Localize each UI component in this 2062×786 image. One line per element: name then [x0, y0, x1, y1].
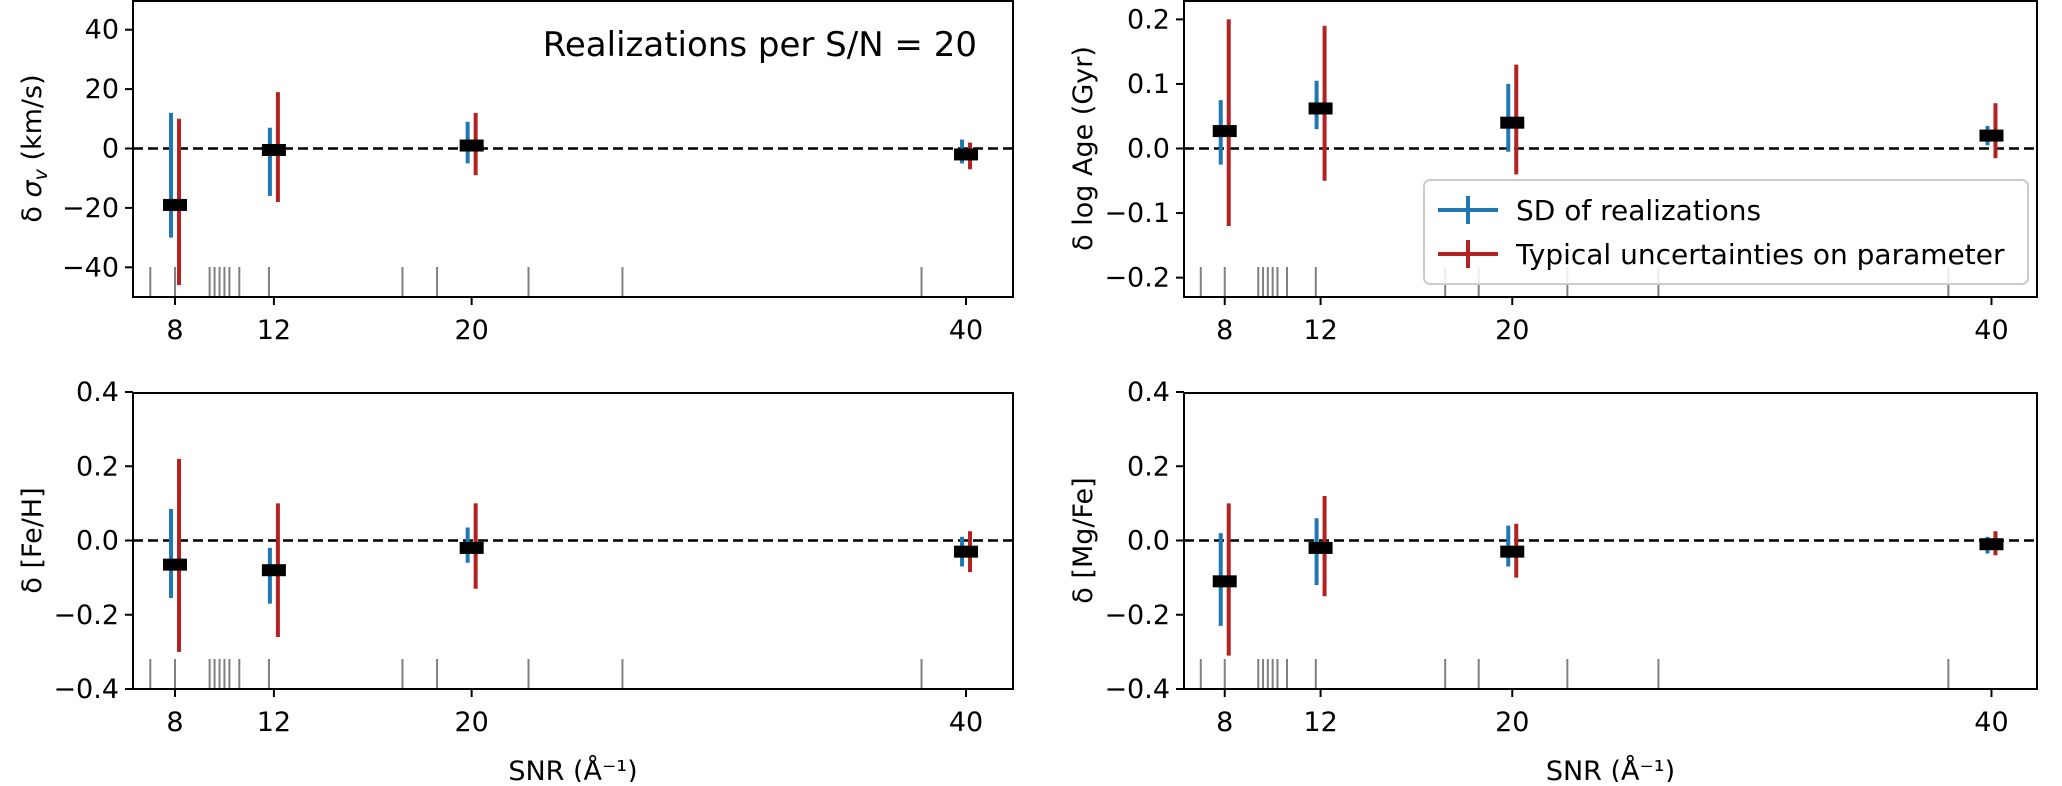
y-tick-label: 0.4	[76, 377, 119, 408]
x-tick-label: 40	[949, 707, 983, 738]
y-tick-label: 20	[85, 74, 119, 105]
y-tick-label: −0.1	[1104, 198, 1170, 229]
y-axis-label: δ [Fe/H]	[17, 487, 48, 593]
panel-bottom-left: −0.4 −0.2 0.0 0.2 0.4 8 12 20 40 δ [Fe/H] SNR (Å⁻¹…	[17, 377, 1014, 786]
y-tick-label: 0.2	[76, 451, 119, 482]
mean-marker	[1979, 538, 2004, 551]
mean-marker	[459, 139, 484, 152]
y-tick-label: −0.2	[53, 600, 119, 631]
mean-marker	[1212, 125, 1237, 138]
y-tick-label: −20	[62, 193, 119, 224]
mean-marker	[1308, 541, 1333, 554]
x-tick-label: 20	[454, 315, 488, 346]
x-tick-label: 12	[257, 315, 291, 346]
x-tick-label: 8	[166, 707, 183, 738]
mean-marker	[163, 558, 188, 571]
y-tick-label: 0.2	[1127, 4, 1170, 35]
mean-marker	[954, 148, 979, 161]
x-tick-label: 20	[1495, 315, 1529, 346]
x-tick-label: 12	[257, 707, 291, 738]
panel-top-left: −40 −20 0 20 40 8 12 20 40 δ σv (km/s) Realization…	[17, 0, 1014, 346]
y-axis-label: δ [Mg/Fe]	[1068, 477, 1099, 603]
mean-marker	[1500, 116, 1525, 129]
panel-bottom-right: −0.4 −0.2 0.0 0.2 0.4 8 12 20 40 δ [Mg/Fe] SNR (Å⁻…	[1068, 377, 2038, 786]
y-tick-label: −0.4	[1104, 674, 1170, 705]
y-tick-label: 0.2	[1127, 451, 1170, 482]
x-tick-label: 40	[1974, 707, 2008, 738]
y-axis-label: δ σv (km/s)	[17, 74, 52, 222]
x-tick-label: 8	[1216, 315, 1233, 346]
y-tick-label: 0.0	[76, 526, 119, 557]
y-tick-label: 0.1	[1127, 69, 1170, 100]
x-tick-label: 40	[949, 315, 983, 346]
x-axis-label: SNR (Å⁻¹)	[1546, 755, 1675, 782]
y-tick-label: 0	[102, 134, 119, 165]
y-tick-label: −0.2	[1104, 263, 1170, 294]
x-tick-label: 20	[454, 707, 488, 738]
legend-entry-label: Typical uncertainties on parameter	[1515, 238, 2005, 271]
mean-marker	[1212, 575, 1237, 588]
x-tick-label: 12	[1303, 707, 1337, 738]
y-tick-label: −40	[62, 252, 119, 283]
annotation-text: Realizations per S/N = 20	[543, 25, 977, 65]
mean-marker	[1308, 102, 1333, 115]
y-axis-label: δ log Age (Gyr)	[1068, 46, 1099, 251]
mean-marker	[1979, 129, 2004, 142]
panel-top-right: −0.2 −0.1 0.0 0.1 0.2 8 12 20 40 δ log Age (Gyr) S…	[1068, 0, 2038, 346]
legend-entry-label: SD of realizations	[1516, 194, 1761, 227]
y-tick-label: 0.0	[1127, 526, 1170, 557]
y-tick-label: −0.4	[53, 674, 119, 705]
legend: SD of realizations Typical uncertainties …	[1423, 179, 2029, 285]
x-tick-label: 8	[166, 315, 183, 346]
y-tick-label: 0.4	[1127, 377, 1170, 408]
mean-marker	[163, 198, 188, 211]
x-tick-label: 12	[1303, 315, 1337, 346]
mean-marker	[1500, 545, 1525, 558]
x-axis-label: SNR (Å⁻¹)	[508, 755, 637, 782]
x-tick-label: 40	[1974, 315, 2008, 346]
x-tick-label: 20	[1495, 707, 1529, 738]
x-tick-label: 8	[1216, 707, 1233, 738]
legend-box	[1423, 179, 2029, 285]
y-tick-label: 0.0	[1127, 134, 1170, 165]
mean-marker	[261, 143, 286, 156]
y-tick-label: −0.2	[1104, 600, 1170, 631]
mean-marker	[459, 541, 484, 554]
mean-marker	[954, 545, 979, 558]
y-tick-label: 40	[85, 15, 119, 46]
mean-marker	[261, 564, 286, 577]
